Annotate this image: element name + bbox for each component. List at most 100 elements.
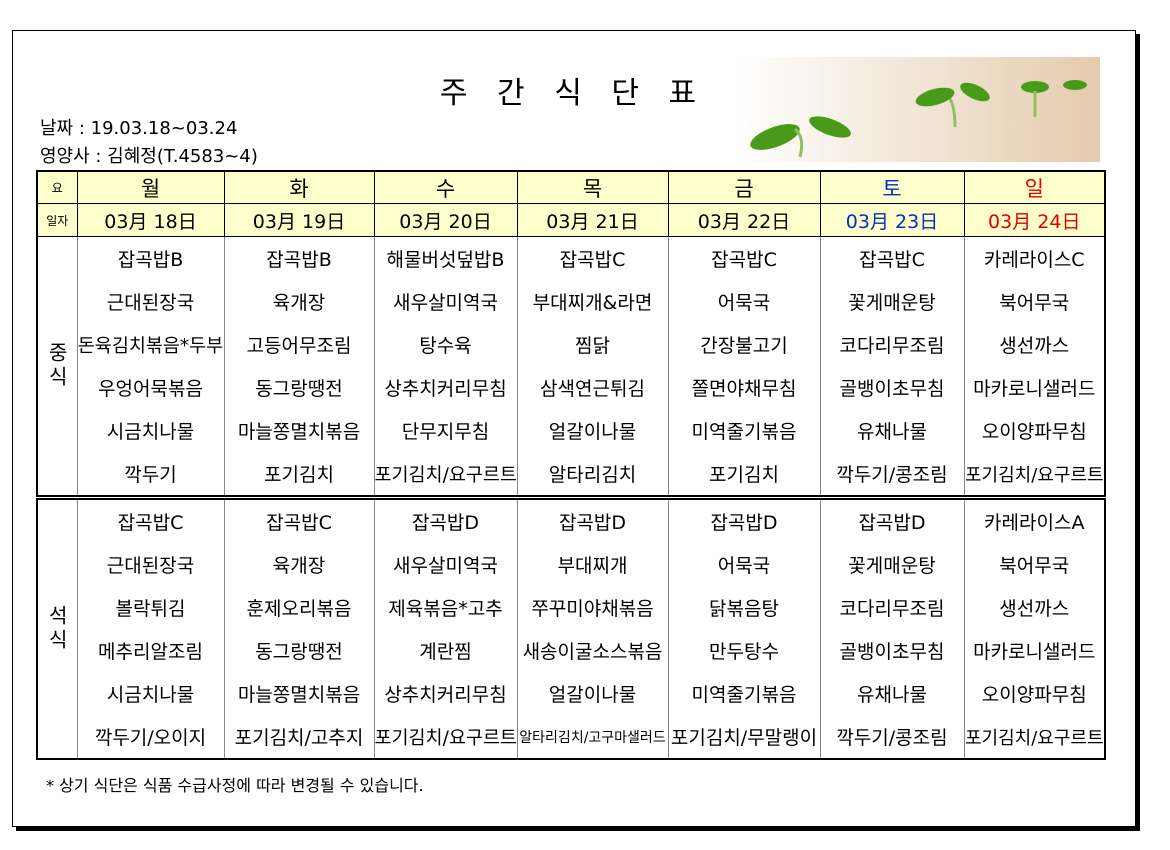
menu-item: 잡곡밥D bbox=[558, 512, 627, 534]
menu-item: 잡곡밥D bbox=[411, 512, 480, 534]
meal-label: 중식 bbox=[36, 236, 78, 498]
meal-label: 석식 bbox=[36, 495, 78, 759]
day-label: 요 bbox=[36, 170, 78, 204]
menu-item: 잡곡밥D bbox=[710, 512, 778, 534]
menu-row: 돈육김치볶음*두부 고등어무조림 탕수육 찜닭 간장불고기 코다리무조림 생선까스 bbox=[37, 323, 1105, 366]
menu-cell: 잡곡밥D bbox=[667, 495, 820, 543]
menu-row: 석식 잡곡밥C 잡곡밥C 잡곡밥D 잡곡밥D 잡곡밥D 잡곡밥D 카레라이스A bbox=[36, 495, 1105, 759]
menu-item: 간장불고기 bbox=[700, 335, 788, 357]
menu-cell: 잡곡밥B bbox=[76, 236, 224, 280]
date: 03月 21日 bbox=[516, 203, 669, 237]
menu-cell: 깍두기/오이지 bbox=[76, 715, 224, 759]
menu-cell: 볼락튀김 bbox=[76, 586, 224, 629]
menu-row: 깍두기 포기김치 포기김치/요구르트 알타리김치 포기김치 깍두기/콩조림 포기김치/요구르… bbox=[37, 452, 1105, 498]
menu-item: 카레라이스A bbox=[984, 512, 1085, 534]
menu-cell: 간장불고기 bbox=[667, 323, 820, 366]
menu-cell: 골뱅이초무침 bbox=[819, 629, 964, 672]
menu-item: 훈제오리볶음 bbox=[246, 598, 352, 620]
menu-cell: 알타리김치/고구마샐러드 bbox=[516, 715, 668, 759]
menu-cell: 새우살미역국 bbox=[373, 543, 517, 586]
menu-cell: 단무지무침 bbox=[373, 409, 517, 452]
menu-row: 근대된장국 육개장 새우살미역국 부대찌개&라면 어묵국 꽃게매운탕 북어무국 bbox=[37, 280, 1105, 323]
menu-row: 볼락튀김 훈제오리볶음 제육볶음*고추 쭈꾸미야채볶음 닭볶음탕 코다리무조림 생선까스 bbox=[37, 586, 1105, 629]
menu-item: 상추치커리무침 bbox=[384, 378, 507, 400]
menu-cell: 미역줄기볶음 bbox=[667, 409, 820, 452]
menu-item: 찜닭 bbox=[575, 335, 610, 357]
menu-cell: 잡곡밥D bbox=[819, 495, 964, 543]
menu-item: 오이양파무침 bbox=[981, 684, 1087, 706]
menu-cell: 찜닭 bbox=[516, 323, 668, 366]
menu-item: 마늘쫑멸치볶음 bbox=[237, 684, 361, 706]
menu-item: 미역줄기볶음 bbox=[691, 421, 797, 443]
menu-item: 해물버섯덮밥B bbox=[386, 249, 505, 271]
menu-cell: 코다리무조림 bbox=[819, 586, 964, 629]
menu-row: 우엉어묵볶음 동그랑땡전 상추치커리무침 삼색연근튀김 쫄면야채무침 골뱅이초무침 마카로니… bbox=[37, 366, 1105, 409]
menu-item: 만두탕수 bbox=[709, 641, 779, 663]
menu-cell: 새우살미역국 bbox=[373, 280, 517, 323]
menu-cell: 메추리알조림 bbox=[76, 629, 224, 672]
menu-cell: 깍두기/콩조림 bbox=[819, 452, 964, 498]
menu-cell: 오이양파무침 bbox=[963, 672, 1105, 715]
menu-item: 북어무국 bbox=[999, 292, 1070, 314]
menu-item: 제육볶음*고추 bbox=[388, 598, 503, 620]
date: 03月 24日 bbox=[963, 203, 1106, 237]
day: 수 bbox=[373, 170, 518, 204]
menu-cell: 어묵국 bbox=[667, 543, 820, 586]
menu-cell: 시금치나물 bbox=[76, 409, 224, 452]
date: 03月 22日 bbox=[667, 203, 821, 237]
menu-item: 잡곡밥C bbox=[117, 512, 184, 534]
menu-row: 깍두기/오이지 포기김치/고추지 포기김치/요구르트 알타리김치/고구마샐러드 포기김치… bbox=[37, 715, 1105, 759]
menu-cell: 포기김치/무말랭이 bbox=[667, 715, 820, 759]
menu-item: 골뱅이초무침 bbox=[839, 378, 945, 400]
menu-cell: 포기김치 bbox=[667, 452, 820, 498]
menu-item: 잡곡밥C bbox=[266, 512, 332, 534]
menu-item: 골뱅이초무침 bbox=[839, 641, 945, 663]
menu-item: 단무지무침 bbox=[401, 421, 490, 443]
menu-cell: 북어무국 bbox=[963, 280, 1105, 323]
menu-cell: 부대찌개 bbox=[516, 543, 668, 586]
menu-row: 시금치나물 마늘쫑멸치볶음 단무지무침 얼갈이나물 미역줄기볶음 유채나물 오이양파무침 bbox=[37, 409, 1105, 452]
menu-cell: 삼색연근튀김 bbox=[516, 366, 668, 409]
menu-row: 시금치나물 마늘쫑멸치볶음 상추치커리무침 얼갈이나물 미역줄기볶음 유채나물 오이양파무침 bbox=[37, 672, 1105, 715]
menu-item: 동그랑땡전 bbox=[255, 641, 343, 663]
menu-cell: 우엉어묵볶음 bbox=[76, 366, 224, 409]
menu-row: 메추리알조림 동그랑땡전 계란찜 새송이굴소스볶음 만두탕수 골뱅이초무침 마카로니샐러드 bbox=[37, 629, 1105, 672]
menu-cell: 마카로니샐러드 bbox=[963, 366, 1105, 409]
menu-item: 깍두기/콩조림 bbox=[836, 727, 948, 749]
menu-cell: 포기김치 bbox=[223, 452, 374, 498]
menu-cell: 닭볶음탕 bbox=[667, 586, 820, 629]
menu-item: 잡곡밥C bbox=[559, 249, 626, 271]
menu-item: 새송이굴소스볶음 bbox=[522, 641, 663, 663]
menu-cell: 깍두기 bbox=[76, 452, 224, 498]
menu-cell: 부대찌개&라면 bbox=[516, 280, 668, 323]
menu-row: 근대된장국 육개장 새우살미역국 부대찌개 어묵국 꽃게매운탕 북어무국 bbox=[37, 543, 1105, 586]
menu-cell: 생선까스 bbox=[963, 586, 1105, 629]
menu-cell: 카레라이스A bbox=[963, 495, 1105, 543]
menu-item: 알타리김치/고구마샐러드 bbox=[519, 729, 666, 746]
menu-cell: 잡곡밥D bbox=[516, 495, 668, 543]
menu-cell: 훈제오리볶음 bbox=[223, 586, 374, 629]
menu-item: 깍두기/콩조림 bbox=[836, 464, 948, 486]
menu-cell: 얼갈이나물 bbox=[516, 672, 668, 715]
menu-cell: 깍두기/콩조림 bbox=[819, 715, 964, 759]
menu-item: 메추리알조림 bbox=[98, 641, 203, 663]
menu-cell: 마늘쫑멸치볶음 bbox=[223, 409, 374, 452]
menu-cell: 고등어무조림 bbox=[223, 323, 374, 366]
title: 주 간 식 단 표 bbox=[439, 76, 707, 111]
day: 금 bbox=[667, 170, 821, 204]
menu-item: 얼갈이나물 bbox=[548, 684, 637, 706]
menu-cell: 꽃게매운탕 bbox=[819, 543, 964, 586]
menu-item: 계란찜 bbox=[419, 641, 472, 663]
menu-item: 깍두기/오이지 bbox=[94, 727, 207, 749]
menu-cell: 잡곡밥B bbox=[223, 236, 374, 280]
menu-item: 포기김치 bbox=[709, 464, 779, 486]
menu-item: 얼갈이나물 bbox=[548, 421, 637, 443]
menu-item: 포기김치/무말랭이 bbox=[670, 727, 818, 749]
menu-item: 쭈꾸미야채볶음 bbox=[531, 598, 654, 620]
menu-item: 코다리무조림 bbox=[839, 598, 945, 620]
menu-cell: 북어무국 bbox=[963, 543, 1105, 586]
menu-cell: 꽃게매운탕 bbox=[819, 280, 964, 323]
menu-item: 근대된장국 bbox=[106, 292, 195, 314]
menu-cell: 육개장 bbox=[223, 280, 374, 323]
